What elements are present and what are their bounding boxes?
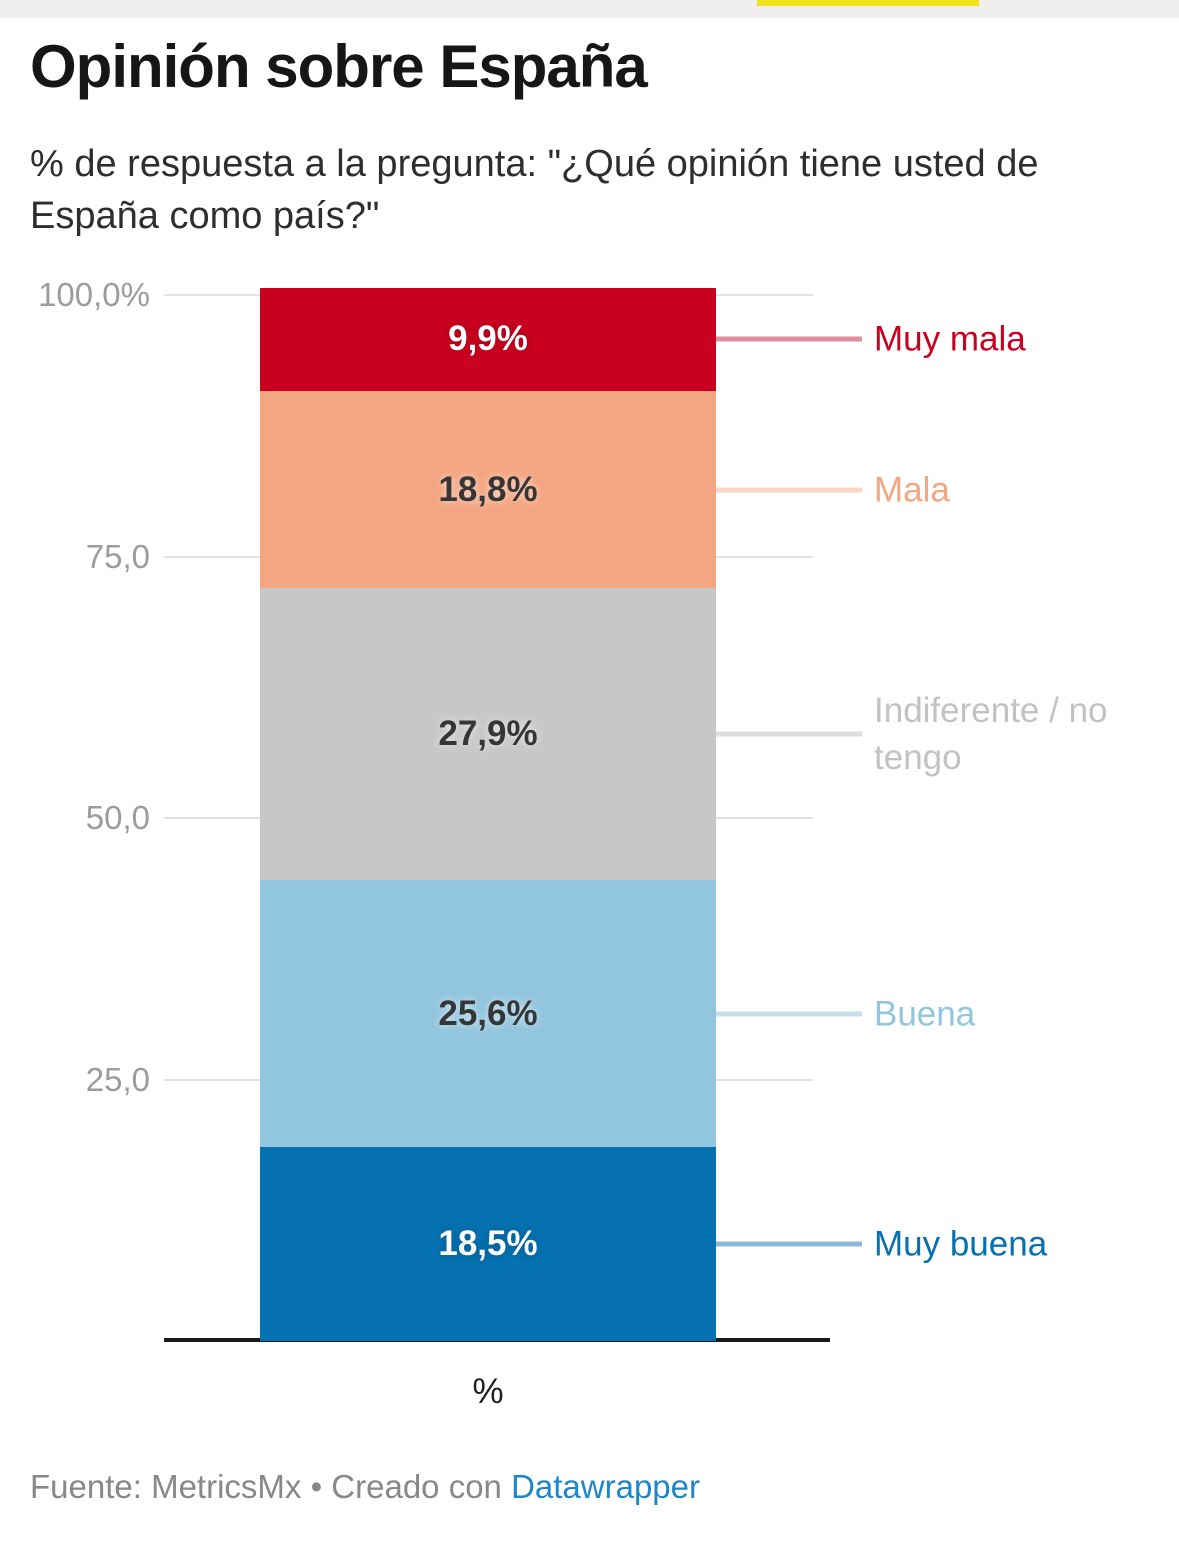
scroll-progress-bar: [757, 0, 979, 6]
legend-label-muy-buena: Muy buena: [874, 1224, 1048, 1264]
y-tick-label-100: 100,0%: [38, 276, 150, 313]
legend-label-buena: Buena: [874, 993, 976, 1033]
value-label-mala: 18,8%: [438, 469, 538, 509]
legend-label-muy-mala: Muy mala: [874, 319, 1026, 359]
y-tick-label-25: 25,0: [85, 1060, 150, 1098]
footer-attribution: Fuente: MetricsMx • Creado con Datawrapp…: [30, 1468, 700, 1506]
value-label-buena: 25,6%: [438, 993, 538, 1033]
legend-label-mala: Mala: [874, 469, 950, 509]
x-axis-label: %: [472, 1372, 504, 1411]
value-label-indiferente-no-tengo: 27,9%: [438, 713, 538, 753]
chart-title: Opinión sobre España: [30, 33, 648, 100]
footer-separator: •: [301, 1468, 332, 1505]
leader-line-muy-buena: [716, 1241, 862, 1247]
bar-segment-mala: [260, 391, 716, 588]
value-label-muy-buena: 18,5%: [438, 1224, 538, 1264]
credit-text: Creado con: [331, 1468, 512, 1505]
leader-line-indiferente-no-tengo: [716, 731, 862, 737]
leader-line-mala: [716, 487, 862, 493]
chart-subtitle: % de respuesta a la pregunta: "¿Qué opin…: [30, 143, 1039, 238]
y-tick-label-75: 75,0: [85, 537, 150, 575]
source-prefix: Fuente:: [30, 1468, 152, 1505]
bar-segment-buena: [260, 879, 716, 1148]
y-tick-label-50: 50,0: [85, 799, 150, 836]
leader-line-buena: [716, 1011, 862, 1017]
bar-segment-indiferente-no-tengo: [260, 587, 716, 880]
bar-segment-muy-mala: [260, 287, 716, 392]
value-label-muy-mala: 9,9%: [448, 319, 528, 359]
bar-segment-muy-buena: [260, 1147, 716, 1341]
source-name: MetricsMx: [151, 1468, 302, 1505]
leader-line-muy-mala: [716, 336, 862, 342]
legend-label-indiferente-no-tengo: Indiferente / no tengo: [874, 690, 1108, 777]
datawrapper-link[interactable]: Datawrapper: [511, 1468, 701, 1505]
page-top-strip: [0, 0, 1179, 18]
